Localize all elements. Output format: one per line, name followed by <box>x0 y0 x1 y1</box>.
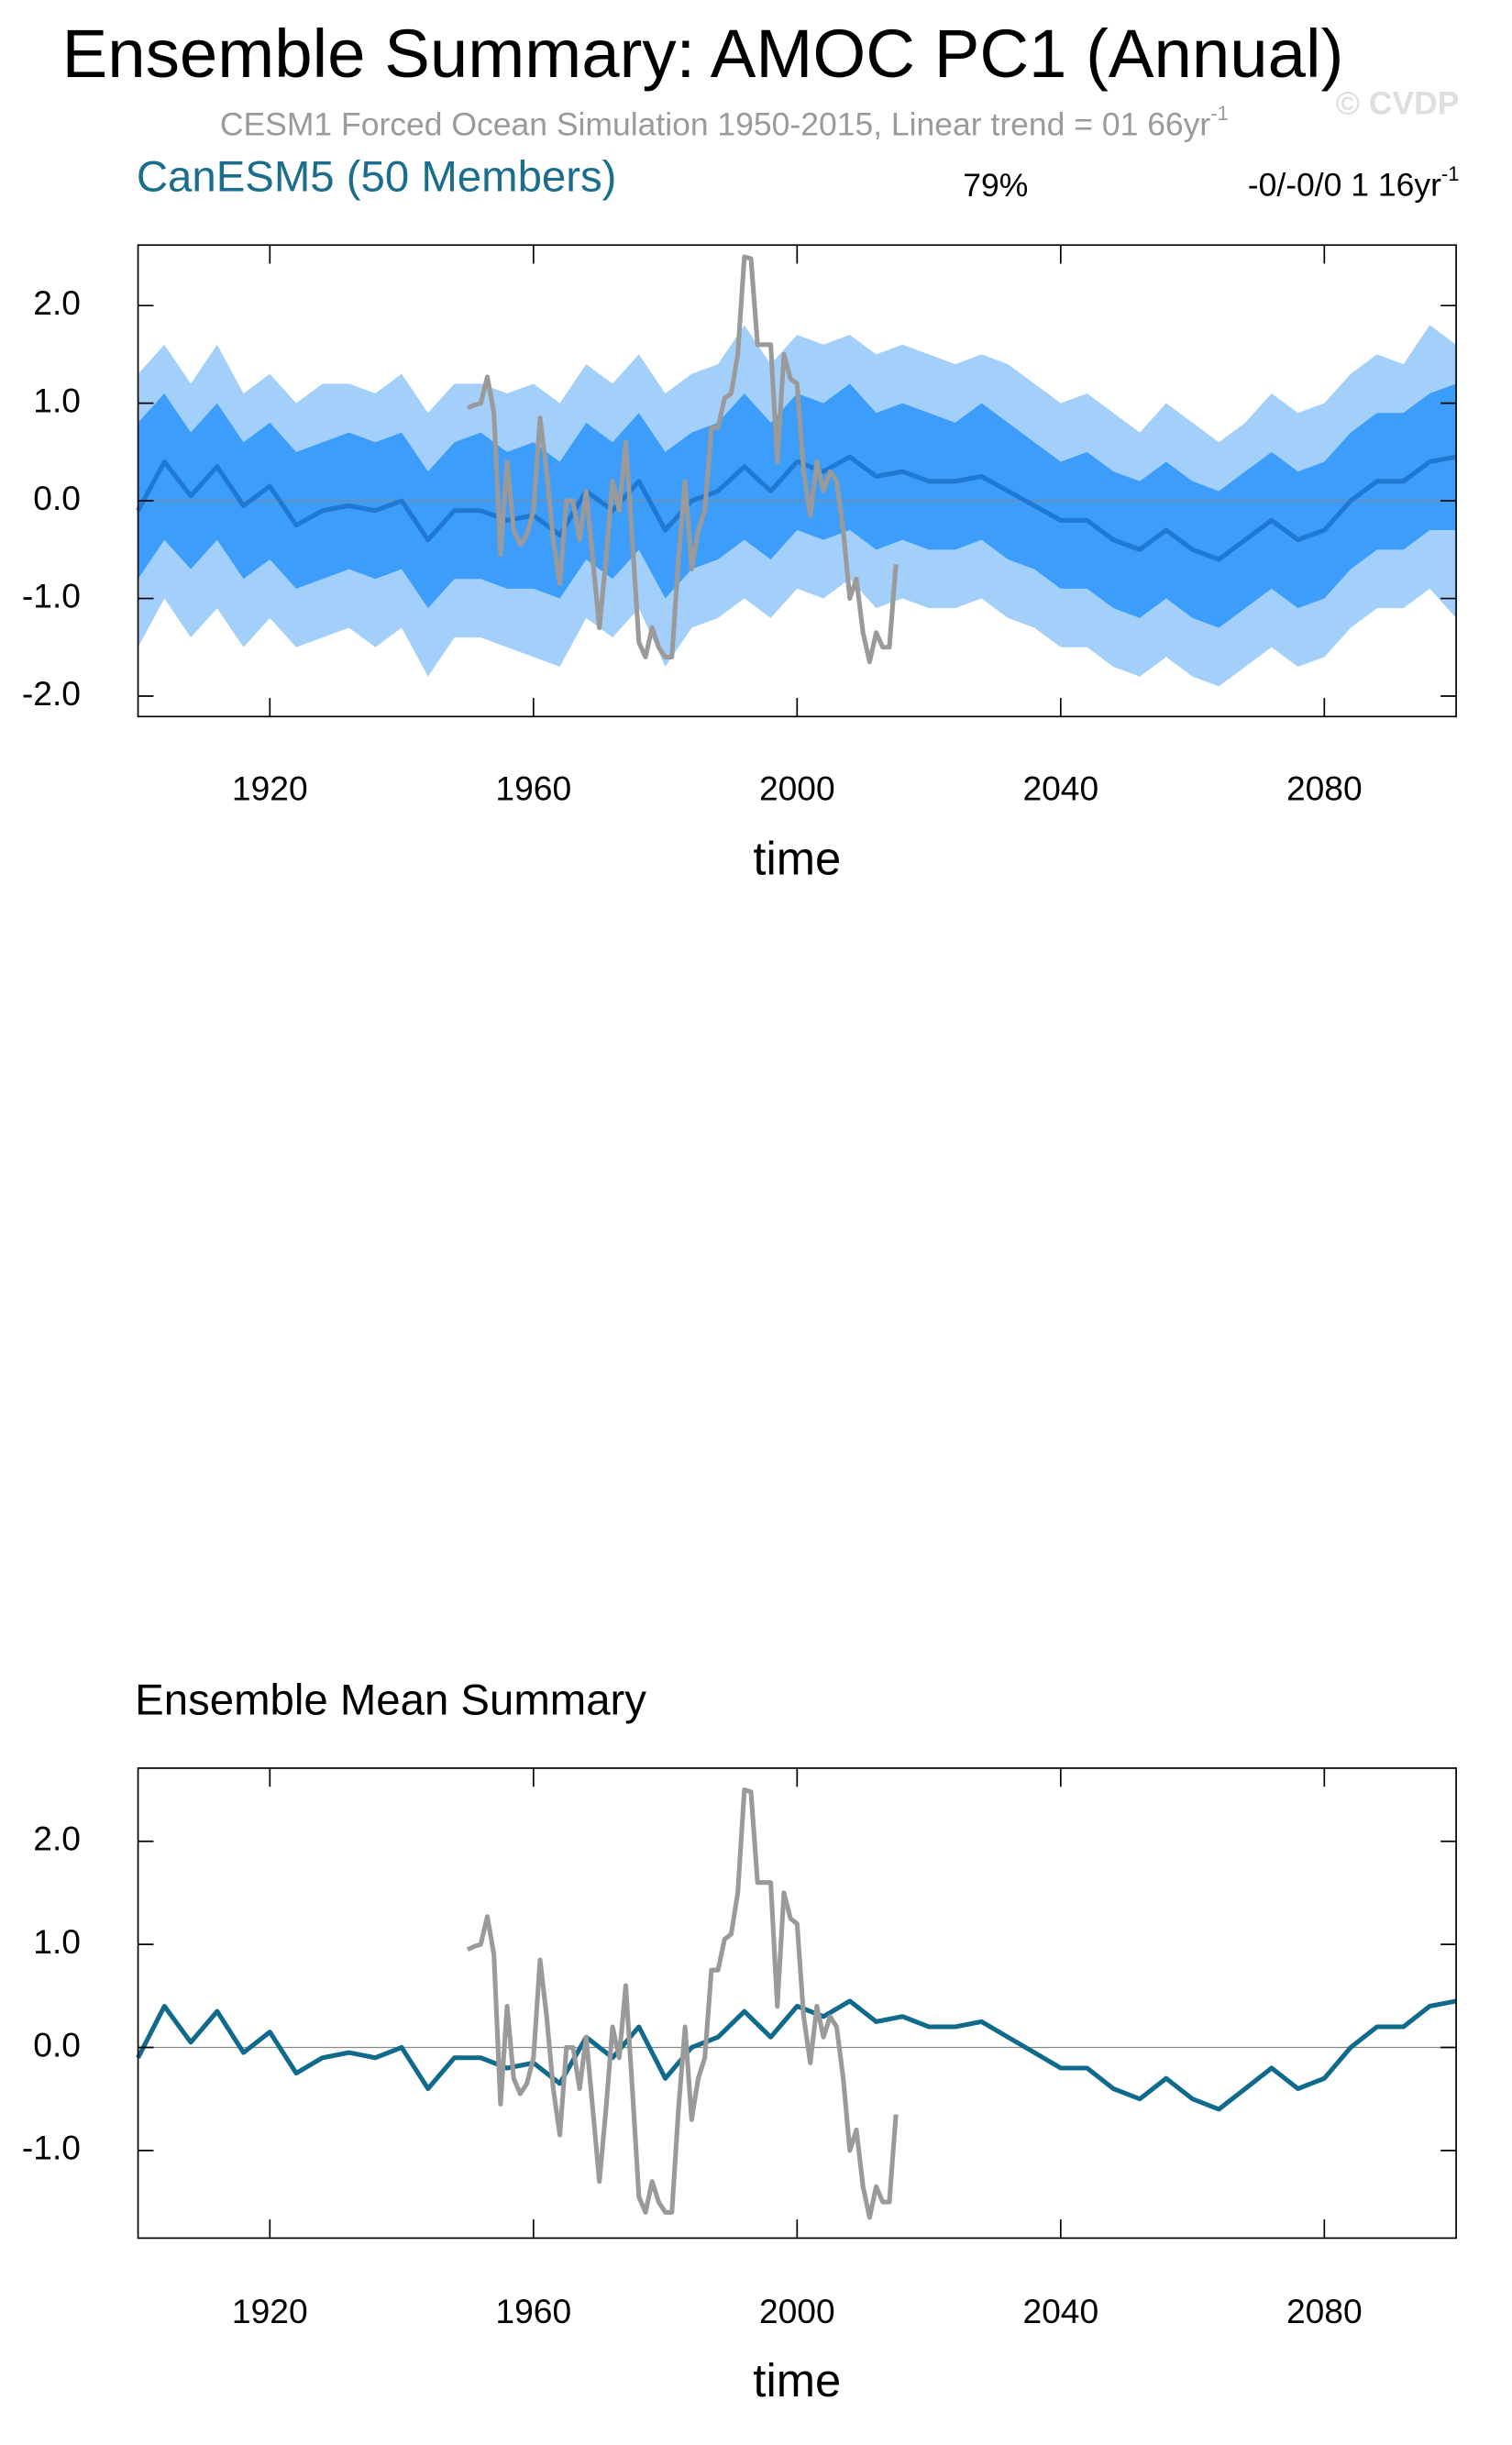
y-tick-label: 0.0 <box>33 2025 81 2063</box>
y-tick-label: -1.0 <box>22 576 81 614</box>
band-area <box>138 383 1457 628</box>
y-tick-label: -1.0 <box>22 2129 81 2167</box>
series-line <box>136 1998 1457 2112</box>
x-axis-label: time <box>753 833 841 885</box>
subtitle-text: CESM1 Forced Ocean Simulation 1950-2015,… <box>220 106 1211 143</box>
x-tick-label: 2000 <box>759 769 835 807</box>
plot-frame <box>137 1767 1457 2240</box>
subtitle: CESM1 Forced Ocean Simulation 1950-2015,… <box>220 102 1229 143</box>
y-tick-label: 0.0 <box>33 479 81 517</box>
x-tick-label: 1960 <box>495 769 571 807</box>
x-tick-label: 2040 <box>1022 2292 1098 2330</box>
y-tick-label: -2.0 <box>22 674 81 713</box>
chart-title: Ensemble Summary: AMOC PC1 (Annual) <box>62 16 1344 92</box>
x-tick-label: 2080 <box>1286 769 1363 807</box>
panel-title: CanESM5 (50 Members) <box>137 153 617 202</box>
x-tick-label: 2000 <box>759 2292 835 2330</box>
x-tick-label: 1960 <box>495 2292 571 2330</box>
watermark: © CVDP <box>1336 84 1460 121</box>
x-tick-label: 1920 <box>232 769 308 807</box>
y-tick-label: 1.0 <box>33 381 81 419</box>
trend-sup: -1 <box>1441 162 1460 185</box>
y-tick-label: 2.0 <box>33 283 81 322</box>
subtitle-sup: -1 <box>1210 102 1229 125</box>
y-tick-label: 1.0 <box>33 1922 81 1961</box>
trend-label: -0/-0/0 1 16yr-1 <box>1248 162 1460 204</box>
x-axis-label: time <box>753 2354 841 2406</box>
x-tick-label: 2040 <box>1022 769 1098 807</box>
series-line <box>136 454 1457 562</box>
series-line <box>466 1787 899 2220</box>
trend-text: -0/-0/0 1 16yr <box>1248 167 1441 204</box>
panel-title: Ensemble Mean Summary <box>135 1676 646 1724</box>
percent-label: 79% <box>963 167 1028 204</box>
series-line <box>466 254 899 665</box>
x-tick-label: 2080 <box>1286 2292 1363 2330</box>
y-tick-label: 2.0 <box>33 1820 81 1858</box>
x-tick-label: 1920 <box>232 2292 308 2330</box>
